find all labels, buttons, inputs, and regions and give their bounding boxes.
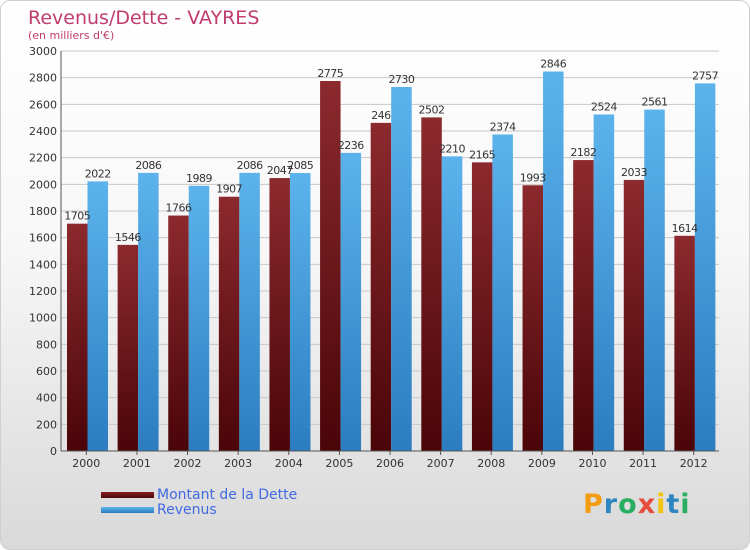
data-label-dette: 1705 bbox=[64, 210, 90, 223]
bar-revenus bbox=[441, 156, 463, 452]
y-tick-label: 200 bbox=[36, 418, 57, 431]
chart-subtitle: (en milliers d'€) bbox=[28, 29, 115, 42]
y-tick-label: 1000 bbox=[29, 312, 57, 325]
data-label-dette: 1907 bbox=[216, 183, 242, 196]
y-tick-label: 0 bbox=[50, 445, 57, 458]
logo-letter: i bbox=[656, 489, 667, 520]
logo-letter: t bbox=[666, 489, 681, 520]
x-tick-label: 2009 bbox=[528, 457, 556, 470]
bar-dette bbox=[168, 215, 189, 451]
data-label-revenus: 2561 bbox=[642, 96, 668, 109]
data-label-revenus: 2085 bbox=[287, 159, 313, 172]
bar-revenus bbox=[593, 114, 615, 451]
data-label-dette: 2047 bbox=[267, 164, 293, 177]
y-tick-label: 2800 bbox=[29, 72, 57, 85]
legend-label-dette: Montant de la Dette bbox=[157, 487, 298, 503]
bar-revenus bbox=[239, 172, 260, 451]
data-label-dette: 2502 bbox=[419, 103, 445, 116]
y-tick-label: 1600 bbox=[29, 232, 57, 245]
legend-swatch-dette bbox=[101, 492, 154, 498]
y-tick-label: 2400 bbox=[29, 125, 57, 138]
x-tick-label: 2005 bbox=[325, 457, 353, 470]
logo-letter: o bbox=[618, 489, 638, 520]
data-label-revenus: 2374 bbox=[490, 120, 516, 133]
bar-dette bbox=[320, 81, 341, 451]
y-tick-label: 1200 bbox=[29, 285, 57, 298]
x-tick-label: 2001 bbox=[123, 457, 151, 470]
chart-title: Revenus/Dette - VAYRES bbox=[28, 7, 260, 29]
bar-revenus bbox=[289, 173, 311, 451]
bar-revenus bbox=[543, 71, 564, 452]
proxiti-logo: Proxiti bbox=[583, 489, 691, 520]
bar-dette bbox=[471, 162, 493, 452]
data-label-revenus: 2730 bbox=[388, 73, 414, 86]
data-label-dette: 1993 bbox=[520, 171, 546, 184]
logo-letter: r bbox=[603, 489, 619, 520]
y-tick-label: 2000 bbox=[29, 178, 57, 191]
data-label-revenus: 2757 bbox=[692, 69, 718, 82]
data-label-dette: 2165 bbox=[469, 148, 495, 161]
y-tick-label: 2600 bbox=[29, 98, 57, 111]
bar-dette bbox=[218, 196, 240, 451]
x-tick-label: 2000 bbox=[72, 457, 100, 470]
logo-letter: i bbox=[680, 489, 691, 520]
data-label-revenus: 2086 bbox=[135, 159, 161, 172]
bar-revenus bbox=[492, 134, 513, 451]
data-label-revenus: 2022 bbox=[85, 167, 111, 180]
logo-letter: x bbox=[637, 489, 657, 520]
x-tick-label: 2012 bbox=[680, 457, 708, 470]
y-tick-label: 800 bbox=[36, 338, 57, 351]
legend-swatch-revenus bbox=[101, 507, 154, 513]
data-label-dette: 2182 bbox=[570, 146, 596, 159]
data-label-revenus: 2524 bbox=[591, 100, 617, 113]
x-tick-label: 2003 bbox=[224, 457, 252, 470]
bar-dette bbox=[421, 117, 442, 452]
bar-dette bbox=[67, 223, 88, 451]
bar-revenus bbox=[340, 152, 362, 451]
bar-revenus bbox=[694, 83, 716, 452]
data-label-revenus: 1989 bbox=[186, 172, 212, 185]
data-label-revenus: 2846 bbox=[540, 58, 566, 71]
data-label-revenus: 2086 bbox=[237, 159, 263, 172]
x-tick-label: 2002 bbox=[174, 457, 202, 470]
bar-dette bbox=[269, 178, 290, 452]
x-tick-label: 2004 bbox=[275, 457, 303, 470]
bar-revenus bbox=[87, 181, 108, 451]
bar-chart: 1705 2022 1546 2086 1766 1989 1907 2086 20472085… bbox=[29, 45, 719, 470]
x-tick-label: 2006 bbox=[376, 457, 404, 470]
bar-revenus bbox=[138, 172, 159, 451]
data-label-revenus: 2236 bbox=[338, 139, 364, 152]
y-tick-label: 3000 bbox=[29, 45, 57, 58]
x-tick-label: 2011 bbox=[629, 457, 657, 470]
y-tick-label: 1800 bbox=[29, 205, 57, 218]
bar-dette bbox=[623, 179, 645, 451]
y-tick-label: 1400 bbox=[29, 258, 57, 271]
y-tick-label: 2200 bbox=[29, 152, 57, 165]
bar-dette bbox=[370, 122, 392, 451]
bar-dette bbox=[573, 160, 594, 452]
data-label-revenus: 2210 bbox=[439, 142, 465, 155]
bar-dette bbox=[674, 235, 695, 451]
bar-dette bbox=[117, 244, 139, 451]
legend-label-revenus: Revenus bbox=[157, 502, 217, 518]
data-label-dette: 1614 bbox=[672, 222, 698, 235]
x-tick-label: 2008 bbox=[477, 457, 505, 470]
logo-letter: P bbox=[583, 489, 604, 520]
bar-dette bbox=[522, 185, 544, 451]
legend-item-revenus: Revenus bbox=[101, 502, 217, 518]
legend-item-dette: Montant de la Dette bbox=[101, 487, 297, 503]
data-label-dette: 246 bbox=[371, 109, 391, 122]
bar-revenus bbox=[391, 87, 412, 451]
bar-revenus bbox=[644, 109, 665, 452]
data-label-dette: 1546 bbox=[115, 231, 141, 244]
x-tick-label: 2010 bbox=[578, 457, 606, 470]
x-tick-label: 2007 bbox=[427, 457, 455, 470]
data-label-dette: 2033 bbox=[621, 166, 647, 179]
data-label-dette: 1766 bbox=[165, 202, 191, 215]
y-tick-label: 600 bbox=[36, 365, 57, 378]
bar-revenus bbox=[188, 185, 210, 452]
y-tick-label: 400 bbox=[36, 392, 57, 405]
data-label-dette: 2775 bbox=[317, 67, 343, 80]
